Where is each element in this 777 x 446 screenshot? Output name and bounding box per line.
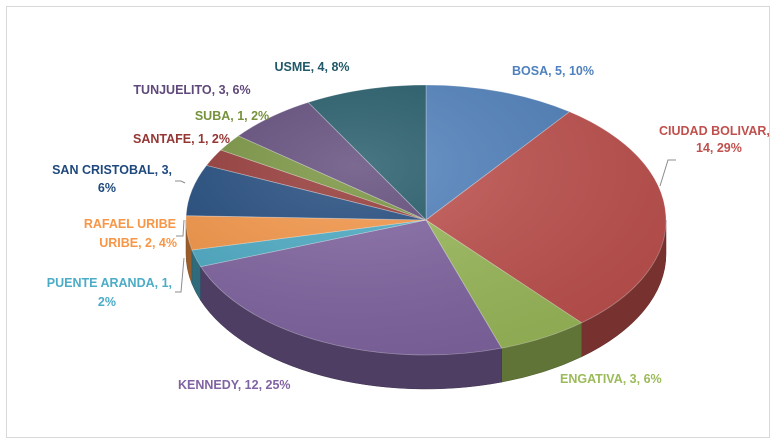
leader-line-rafael-uribe-uribe	[176, 219, 185, 237]
data-label-line: KENNEDY, 12, 25%	[178, 378, 291, 392]
data-label-bosa: BOSA, 5, 10%	[512, 64, 594, 78]
pie-sides	[185, 219, 667, 390]
data-label-san-cristobal: SAN CRISTOBAL, 3, 6%	[52, 163, 172, 195]
leader-line-san-cristobal	[175, 180, 186, 184]
data-labels: BOSA, 5, 10% CIUDAD BOLIVAR, 14, 29% ENGATI…	[47, 60, 770, 392]
data-label-santafe: SANTAFE, 1, 2%	[133, 132, 230, 146]
data-label-line: URIBE, 2, 4%	[99, 236, 177, 250]
leader-lines	[175, 159, 676, 293]
data-label-line: PUENTE ARANDA, 1,	[47, 276, 172, 290]
pie-top-shading	[186, 85, 666, 355]
data-label-line: ENGATIVA, 3, 6%	[560, 372, 662, 386]
data-label-puente-aranda: PUENTE ARANDA, 1, 2%	[47, 276, 172, 309]
pie-tops	[185, 84, 667, 356]
data-label-line: TUNJUELITO, 3, 6%	[133, 83, 250, 97]
data-label-line: 2%	[98, 295, 116, 309]
data-label-line: SAN CRISTOBAL, 3,	[52, 163, 172, 177]
data-label-suba: SUBA, 1, 2%	[195, 109, 269, 123]
leader-line-ciudad-bolivar	[659, 159, 676, 187]
data-label-line: SUBA, 1, 2%	[195, 109, 269, 123]
data-label-line: BOSA, 5, 10%	[512, 64, 594, 78]
data-label-rafael-uribe-uribe: RAFAEL URIBE URIBE, 2, 4%	[84, 217, 177, 250]
data-label-line: RAFAEL URIBE	[84, 217, 176, 231]
leader-line-puente-aranda	[175, 257, 185, 293]
data-label-kennedy: KENNEDY, 12, 25%	[178, 378, 291, 392]
data-label-line: USME, 4, 8%	[274, 60, 349, 74]
data-label-tunjuelito: TUNJUELITO, 3, 6%	[133, 83, 250, 97]
data-label-usme: USME, 4, 8%	[274, 60, 349, 74]
data-label-line: SANTAFE, 1, 2%	[133, 132, 230, 146]
data-label-line: 6%	[98, 181, 116, 195]
data-label-line: CIUDAD BOLIVAR,	[659, 124, 770, 138]
data-label-engativa: ENGATIVA, 3, 6%	[560, 372, 662, 386]
data-label-line: 14, 29%	[696, 141, 742, 155]
data-label-ciudad-bolivar: CIUDAD BOLIVAR, 14, 29%	[659, 124, 770, 155]
